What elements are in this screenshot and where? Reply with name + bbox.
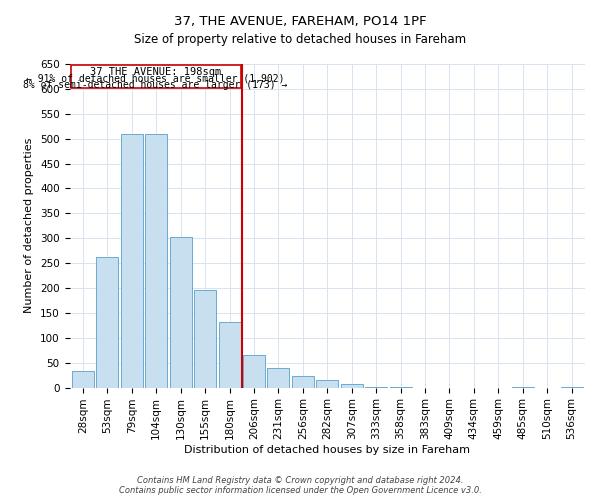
Bar: [292, 376, 314, 388]
Bar: [170, 237, 191, 388]
Bar: [97, 256, 118, 388]
Text: Size of property relative to detached houses in Fareham: Size of property relative to detached ho…: [134, 32, 466, 46]
Text: 8% of semi-detached houses are larger (173) →: 8% of semi-detached houses are larger (1…: [23, 80, 288, 90]
Y-axis label: Number of detached properties: Number of detached properties: [25, 138, 34, 314]
Bar: [268, 368, 289, 388]
Text: 37 THE AVENUE: 198sqm: 37 THE AVENUE: 198sqm: [90, 67, 221, 77]
Text: Contains HM Land Registry data © Crown copyright and database right 2024.
Contai: Contains HM Land Registry data © Crown c…: [119, 476, 481, 495]
Bar: [145, 134, 167, 388]
Text: ← 91% of detached houses are smaller (1,902): ← 91% of detached houses are smaller (1,…: [26, 74, 285, 84]
Bar: [121, 134, 143, 388]
Bar: [218, 322, 241, 388]
Bar: [316, 380, 338, 388]
X-axis label: Distribution of detached houses by size in Fareham: Distribution of detached houses by size …: [184, 445, 470, 455]
Text: 37, THE AVENUE, FAREHAM, PO14 1PF: 37, THE AVENUE, FAREHAM, PO14 1PF: [173, 15, 427, 28]
Bar: [341, 384, 362, 388]
Bar: [243, 355, 265, 388]
Bar: [194, 290, 216, 388]
FancyBboxPatch shape: [71, 65, 241, 88]
Bar: [72, 371, 94, 388]
